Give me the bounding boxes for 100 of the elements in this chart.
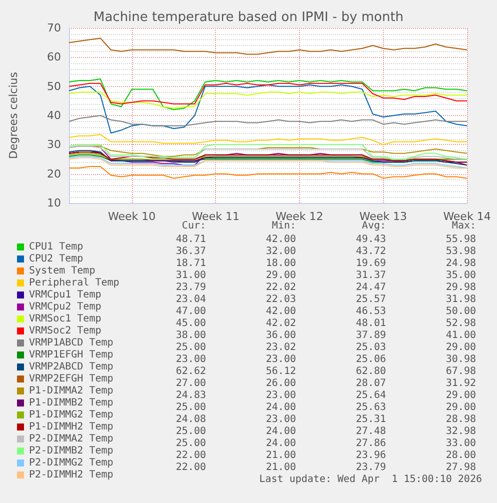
text: 42.02 <box>266 318 296 329</box>
text: 23.00 <box>266 390 296 401</box>
text: 27.48 <box>356 426 386 437</box>
text: 50.00 <box>446 306 476 317</box>
text: 53.98 <box>446 246 476 257</box>
text: 27.00 <box>176 378 206 389</box>
text: 28.07 <box>356 378 386 389</box>
legend-label: P1-DIMMA2 Temp <box>29 386 114 396</box>
text: 21.00 <box>266 450 296 461</box>
text: 25.63 <box>356 402 386 413</box>
text: 18.71 <box>176 258 206 269</box>
y-tick-label: 10 <box>47 196 61 210</box>
text: 35.00 <box>446 270 476 281</box>
legend-label: P2-DIMMA2 Temp <box>29 434 114 444</box>
legend-label: P1-DIMMG2 Temp <box>29 410 114 420</box>
text: 23.00 <box>266 354 296 365</box>
text: 26.00 <box>266 378 296 389</box>
text: 23.00 <box>176 354 206 365</box>
y-tick-label: 20 <box>47 167 61 180</box>
text: 36.37 <box>176 246 206 257</box>
text: 56.12 <box>266 366 296 377</box>
x-tick-label: Week 10 <box>108 210 156 223</box>
text: 24.47 <box>356 282 386 293</box>
legend-label: P2-DIMMB2 Temp <box>29 446 114 456</box>
text: 24.00 <box>266 438 296 449</box>
legend-label: CPU1 Temp <box>29 242 84 252</box>
text: 48.01 <box>356 318 386 329</box>
text: 42.00 <box>266 234 296 245</box>
legend-label: VRMCpu2 Temp <box>29 302 102 312</box>
y-tick-label: 50 <box>47 80 61 93</box>
text: 25.00 <box>176 402 206 413</box>
text: 23.79 <box>176 282 206 293</box>
text: 62.62 <box>176 366 206 377</box>
text: Cur: <box>182 220 206 232</box>
text: 36.00 <box>266 330 296 341</box>
legend-label: P1-DIMMH2 Temp <box>29 422 114 432</box>
legend-label: VRMP2ABCD Temp <box>29 362 114 372</box>
text: 23.79 <box>356 462 386 473</box>
text: 25.06 <box>356 354 386 365</box>
text: 24.08 <box>176 414 206 425</box>
text: 25.00 <box>176 438 206 449</box>
text: 33.00 <box>446 438 476 449</box>
text: 23.02 <box>266 342 296 353</box>
y-tick-label: 30 <box>47 138 61 152</box>
text: 47.00 <box>176 306 206 317</box>
text: 32.00 <box>266 246 296 257</box>
text: 25.03 <box>356 342 386 353</box>
text: 25.00 <box>176 426 206 437</box>
text: 38.00 <box>176 330 206 341</box>
text: 19.69 <box>356 258 386 269</box>
text: 42.00 <box>266 306 296 317</box>
text: 62.80 <box>356 366 386 377</box>
text: 49.43 <box>356 234 386 245</box>
text: Last update: Wed Apr 1 15:00:10 2026 <box>259 474 482 485</box>
text: 31.92 <box>446 378 476 389</box>
text: 52.98 <box>446 318 476 329</box>
legend-label: P2-DIMMG2 Temp <box>29 458 114 468</box>
chart-title: Machine temperature based on IPMI - by month <box>93 10 404 25</box>
text: 22.03 <box>266 294 296 305</box>
text: 25.00 <box>176 342 206 353</box>
text: 29.00 <box>446 390 476 401</box>
text: 25.64 <box>356 390 386 401</box>
text: 27.98 <box>446 462 476 473</box>
text: 24.00 <box>266 426 296 437</box>
legend-label: CPU2 Temp <box>29 254 84 264</box>
legend-label: P2-DIMMH2 Temp <box>29 470 114 480</box>
text: 24.83 <box>176 390 206 401</box>
text: 41.00 <box>446 330 476 341</box>
text: 31.37 <box>356 270 386 281</box>
text: 48.71 <box>176 234 206 245</box>
text: 55.98 <box>446 234 476 245</box>
text: Max: <box>452 220 476 232</box>
text: 22.00 <box>176 462 206 473</box>
text: 24.00 <box>266 402 296 413</box>
text: 22.02 <box>266 282 296 293</box>
text: 67.98 <box>446 366 476 377</box>
text: 27.86 <box>356 438 386 449</box>
y-axis-title: Degrees celcius <box>7 72 20 159</box>
text: 29.00 <box>446 402 476 413</box>
legend-label: P1-DIMMB2 Temp <box>29 398 114 408</box>
text: 22.00 <box>176 450 206 461</box>
text: 25.57 <box>356 294 386 305</box>
x-tick-label: Week 11 <box>192 210 240 223</box>
text: 21.00 <box>266 462 296 473</box>
text: Avg: <box>362 220 386 232</box>
text: 25.31 <box>356 414 386 425</box>
text: 32.98 <box>446 426 476 437</box>
text: 24.98 <box>446 258 476 269</box>
legend-label: VRMP1EFGH Temp <box>29 350 114 360</box>
text: 28.00 <box>446 450 476 461</box>
text: 43.72 <box>356 246 386 257</box>
y-tick-label: 70 <box>47 22 61 34</box>
legend-label: VRMSoc1 Temp <box>29 314 102 324</box>
text: 23.04 <box>176 294 206 305</box>
text: 18.00 <box>266 258 296 269</box>
text: 29.98 <box>446 282 476 293</box>
text: 29.00 <box>446 342 476 353</box>
text: 23.96 <box>356 450 386 461</box>
legend-label: VRMCpu1 Temp <box>29 290 102 300</box>
text: 45.00 <box>176 318 206 329</box>
